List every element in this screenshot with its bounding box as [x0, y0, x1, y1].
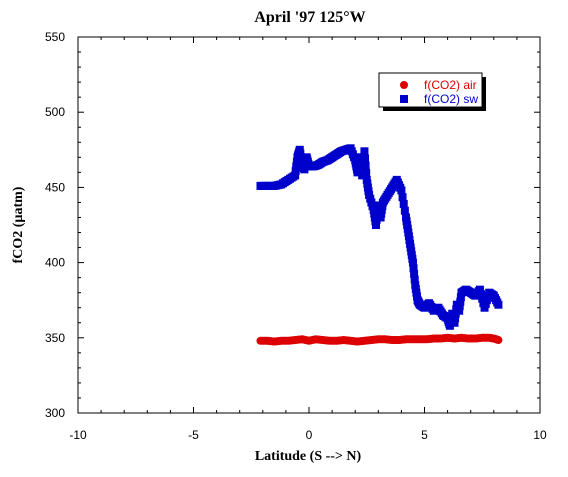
x-tick-label: 10 [533, 428, 547, 442]
sw-point [410, 269, 419, 278]
sw-point [397, 186, 406, 195]
sw-point [362, 168, 371, 177]
sw-point [408, 258, 417, 267]
sw-point [455, 306, 464, 315]
x-tick-label: -5 [188, 428, 199, 442]
axis-ticks [77, 36, 541, 414]
sw-point [456, 297, 465, 306]
chart-title: April '97 125°W [254, 9, 365, 26]
x-tick-label: 0 [306, 428, 313, 442]
legend: f(CO2) air f(CO2) sw [378, 72, 486, 111]
sw-point [410, 275, 419, 284]
sw-point [371, 221, 380, 229]
x-axis-label: Latitude (S --> N) [255, 449, 362, 464]
x-tick-label: 5 [421, 428, 428, 442]
sw-point [451, 314, 460, 323]
sw-point [355, 153, 364, 162]
data-marks [256, 144, 503, 346]
sw-point [361, 154, 370, 163]
y-tick-label: 450 [45, 180, 65, 194]
sw-point [478, 294, 487, 303]
sw-point [372, 216, 381, 225]
sw-point [456, 293, 465, 302]
legend-label-air: f(CO2) air [424, 78, 477, 92]
sw-point [475, 285, 484, 294]
sw-point [292, 157, 301, 166]
air-point [494, 336, 503, 345]
legend-marker-sw [400, 95, 408, 103]
sw-point [477, 290, 486, 299]
sw-point [361, 161, 370, 170]
legend-box [378, 72, 483, 108]
y-tick-label: 550 [45, 30, 65, 44]
legend-marker-air [400, 81, 408, 89]
sw-point [450, 318, 459, 327]
x-tick-label: -10 [69, 428, 87, 442]
y-tick-label: 300 [45, 406, 65, 420]
sw-point [358, 171, 367, 180]
y-tick-label: 400 [45, 256, 65, 270]
y-tick-label: 500 [45, 105, 65, 119]
tick-labels: -10 -5 0 5 10 300 350 400 450 500 550 [45, 30, 547, 442]
y-tick-label: 350 [45, 331, 65, 345]
sw-point [455, 302, 464, 311]
sw-point [360, 147, 369, 156]
sw-point [409, 264, 418, 273]
sw-point [398, 193, 407, 202]
sw-point [494, 300, 503, 309]
legend-label-sw: f(CO2) sw [424, 92, 478, 106]
y-axis-label: fCO2 (µatm) [11, 186, 26, 263]
sw-point [291, 166, 300, 175]
sw-point [292, 162, 301, 171]
sw-point [399, 199, 408, 208]
sw-point [291, 171, 300, 180]
sw-point [400, 206, 409, 215]
